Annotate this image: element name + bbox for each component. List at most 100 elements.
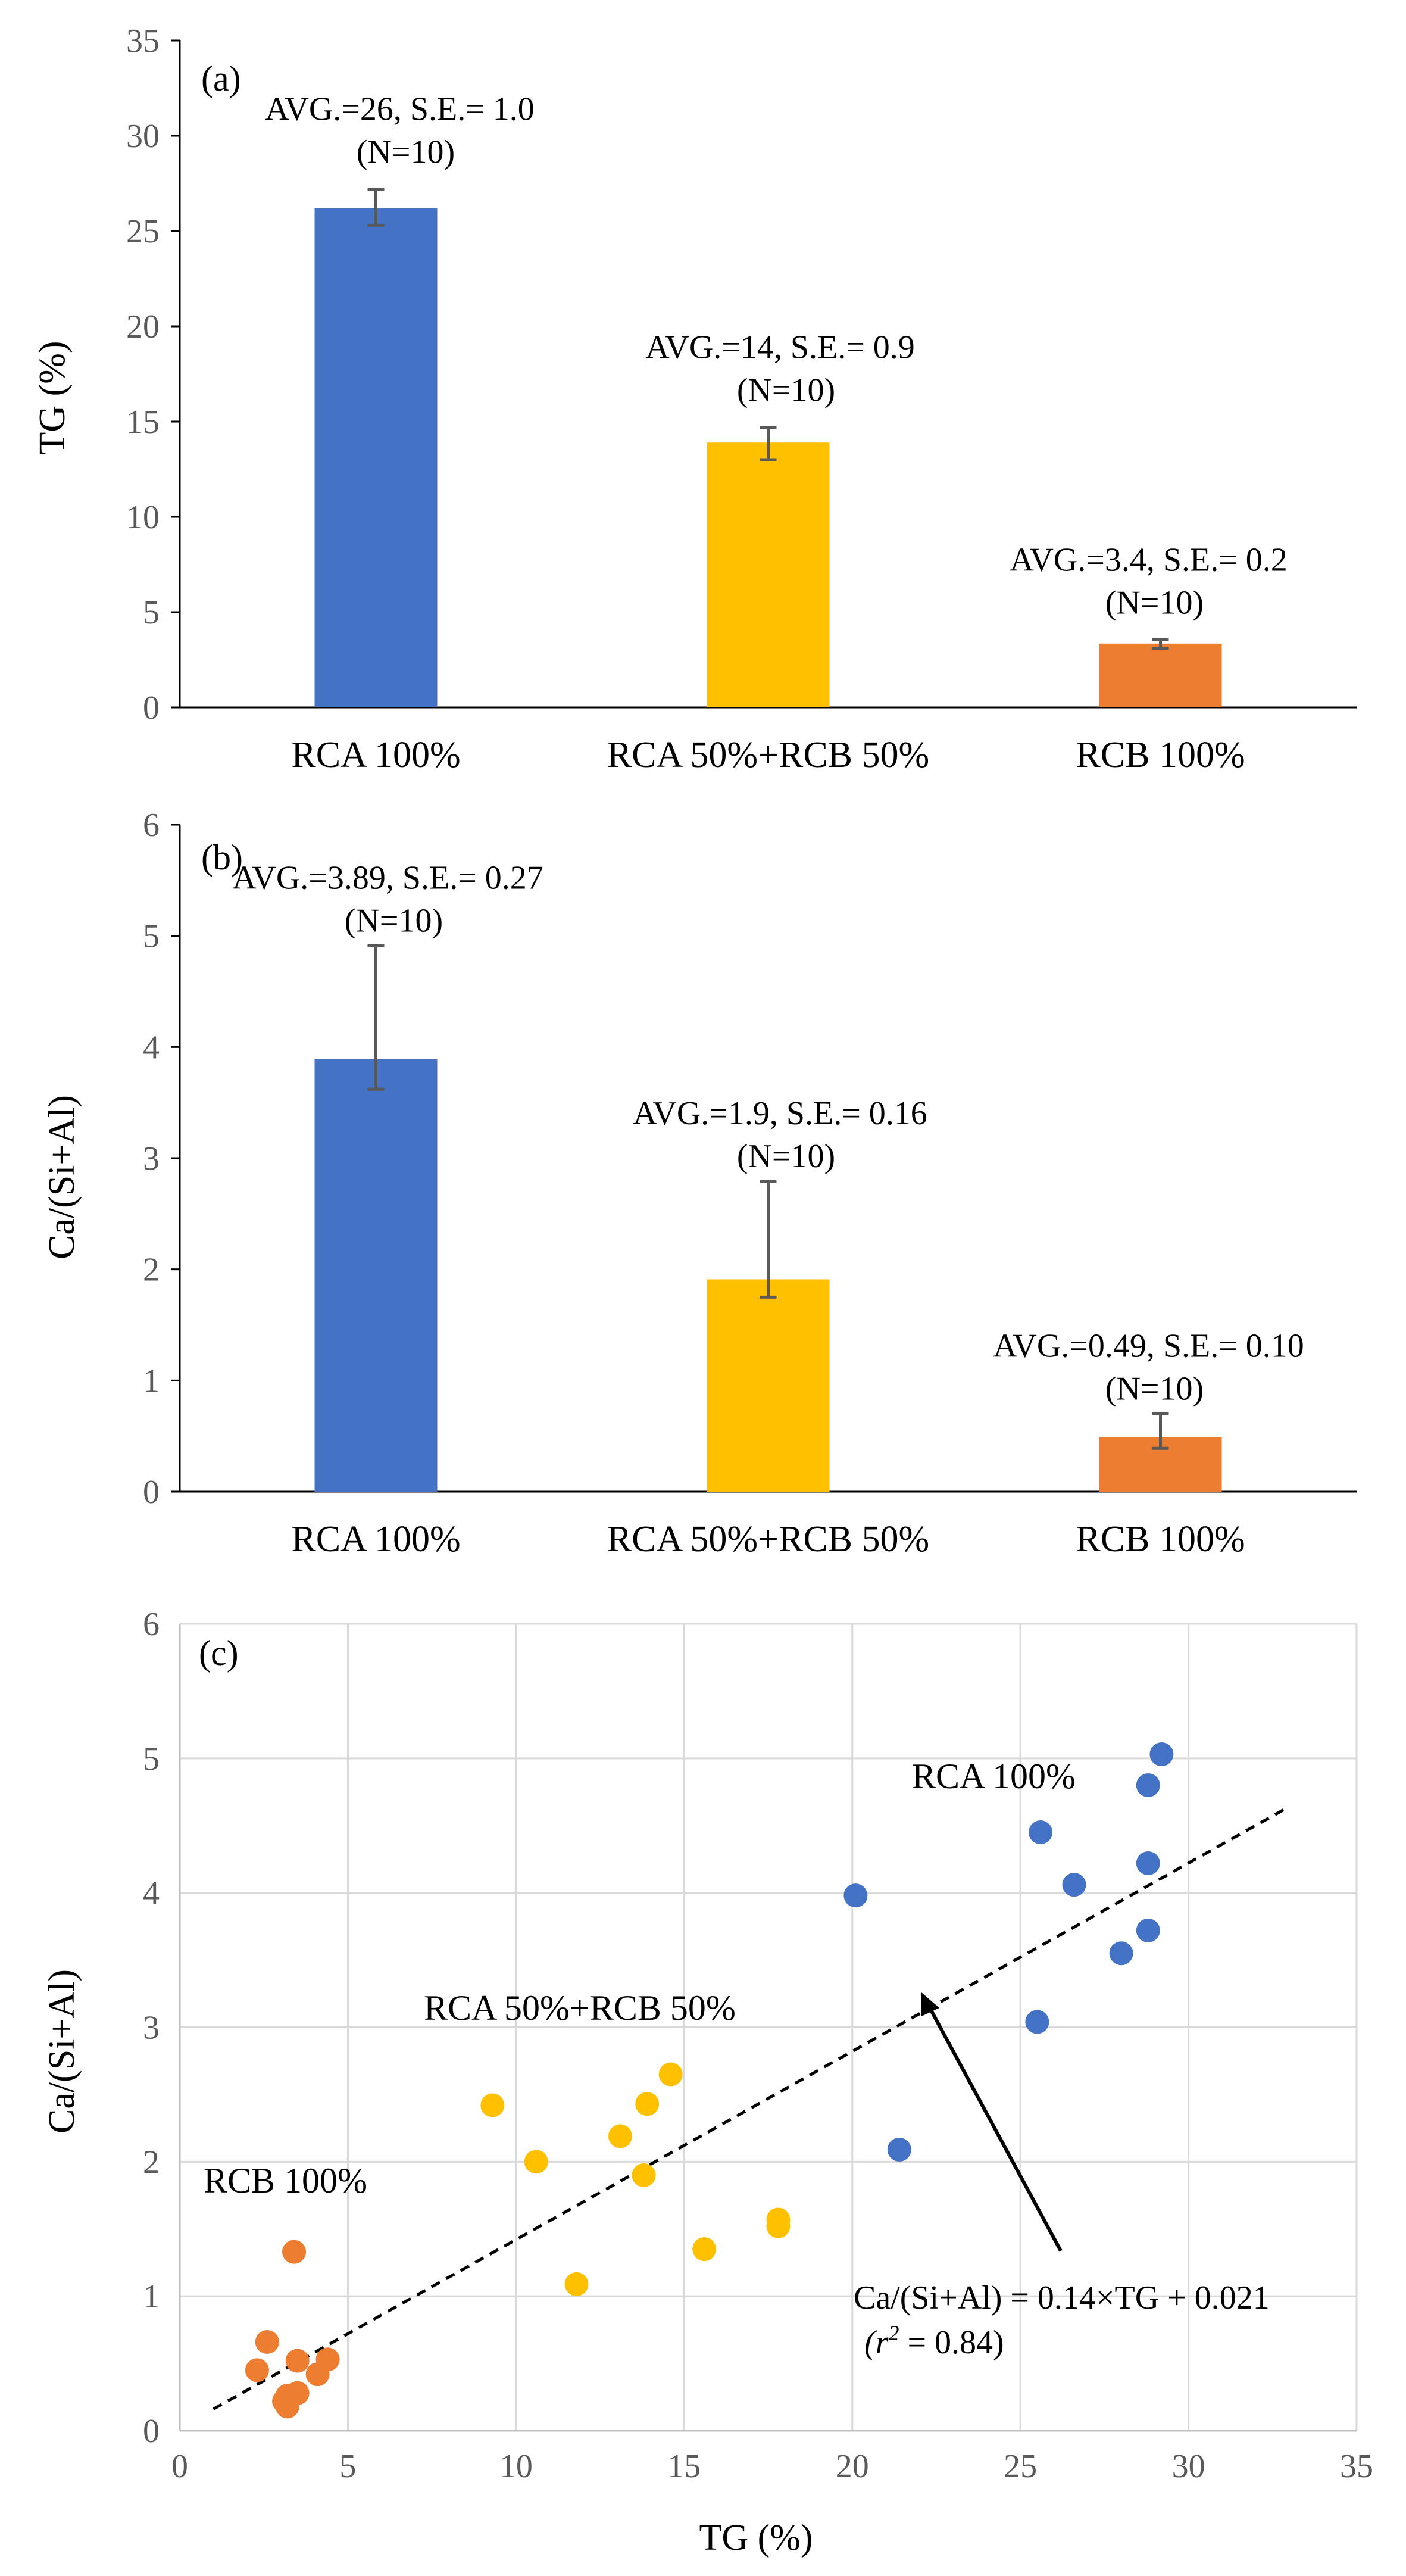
c-y-tick-label: 5 — [143, 1741, 160, 1777]
panel-a-y-axis-label: TG (%) — [32, 341, 73, 454]
b-y-tick-label: 3 — [143, 1140, 160, 1177]
scatter-point-series-3 — [282, 2240, 307, 2264]
a-bar — [1099, 643, 1222, 707]
a-category-label: RCA 100% — [291, 735, 460, 775]
r-squared-exponent: 2 — [888, 2321, 899, 2345]
b-y-tick-label: 5 — [143, 918, 160, 955]
scatter-point-series-1 — [887, 2138, 911, 2162]
panel-b-ratio-bar-chart: Ca/(Si+Al) (b) 0 1 2 3 4 5 6 AVG.=3.89, S.E.= … — [42, 807, 1357, 1560]
b-y-tick-label: 1 — [143, 1362, 160, 1399]
b-y-tick-label: 6 — [143, 807, 160, 844]
a-annotation-n: (N=10) — [1105, 584, 1204, 621]
series-label-rca-50-rcb-50: RCA 50%+RCB 50% — [424, 1988, 736, 2028]
scatter-point-series-3 — [255, 2329, 279, 2354]
scatter-point-series-1 — [1136, 1773, 1160, 1797]
trendline-r-squared: (r2 = 0.84) — [864, 2321, 1004, 2361]
a-y-tick-label: 30 — [126, 118, 160, 155]
b-y-tick-label: 4 — [143, 1029, 160, 1066]
b-category-label: RCB 100% — [1076, 1519, 1245, 1560]
scatter-point-series-3 — [305, 2362, 330, 2387]
a-bar — [707, 442, 830, 707]
scatter-point-series-3 — [285, 2349, 310, 2373]
panel-c-scatter-chart: Ca/(Si+Al) TG (%) (c) 0 5 10 15 20 25 30 350123… — [42, 1606, 1373, 2558]
b-annotation-n: (N=10) — [737, 1138, 835, 1175]
b-annotation-stats: AVG.=3.89, S.E.= 0.27 — [232, 859, 543, 896]
scatter-point-series-1 — [1109, 1941, 1133, 1966]
scatter-point-series-2 — [635, 2092, 660, 2116]
b-y-tick-label: 2 — [143, 1252, 160, 1289]
a-category-label: RCA 50%+RCB 50% — [607, 735, 929, 775]
scatter-point-series-3 — [245, 2358, 269, 2382]
r-squared-prefix: (r — [864, 2324, 889, 2361]
equation-arrow-head — [921, 1992, 939, 2016]
a-annotation-n: (N=10) — [357, 134, 455, 171]
series-label-rca-100: RCA 100% — [912, 1757, 1076, 1796]
c-x-tick-label: 0 — [171, 2448, 188, 2485]
c-x-tick-label: 30 — [1172, 2448, 1205, 2485]
c-y-tick-label: 0 — [143, 2413, 160, 2450]
a-y-tick-label: 25 — [126, 213, 160, 250]
series-label-rcb-100: RCB 100% — [204, 2161, 367, 2200]
panel-b-label: (b) — [201, 838, 243, 877]
c-x-tick-label: 5 — [339, 2448, 356, 2485]
c-x-tick-label: 20 — [836, 2448, 869, 2485]
c-y-tick-label: 6 — [143, 1606, 160, 1643]
scatter-point-series-2 — [658, 2062, 683, 2087]
r-squared-suffix: = 0.84) — [899, 2324, 1004, 2361]
a-y-tick-label: 20 — [126, 308, 160, 345]
panel-c-label: (c) — [199, 1633, 239, 1673]
scatter-point-series-1 — [1136, 1851, 1160, 1875]
b-annotation-n: (N=10) — [345, 902, 443, 939]
c-x-tick-label: 10 — [499, 2448, 533, 2485]
c-x-tick-label: 15 — [667, 2448, 701, 2485]
a-y-tick-label: 15 — [126, 404, 160, 441]
c-x-tick-label: 25 — [1004, 2448, 1037, 2485]
scatter-point-series-2 — [632, 2163, 656, 2187]
a-annotation-stats: AVG.=3.4, S.E.= 0.2 — [1010, 541, 1288, 578]
scatter-point-series-1 — [1149, 1742, 1174, 1767]
b-category-label: RCA 100% — [291, 1519, 460, 1560]
a-annotation-stats: AVG.=14, S.E.= 0.9 — [645, 329, 915, 366]
a-bar — [314, 208, 438, 708]
c-y-tick-label: 1 — [143, 2278, 160, 2315]
a-category-label: RCB 100% — [1076, 735, 1245, 775]
scatter-point-series-1 — [843, 1883, 868, 1908]
scatter-point-series-1 — [1029, 1820, 1053, 1845]
panel-c-x-axis-label: TG (%) — [699, 2518, 813, 2558]
c-y-tick-label: 2 — [143, 2144, 160, 2181]
scatter-point-series-2 — [766, 2214, 791, 2238]
a-y-tick-label: 5 — [143, 594, 160, 631]
c-y-tick-label: 4 — [143, 1875, 160, 1912]
b-bar — [314, 1059, 438, 1492]
scatter-point-series-2 — [524, 2150, 548, 2174]
scatter-point-series-2 — [692, 2237, 717, 2262]
c-y-tick-label: 3 — [143, 2010, 160, 2047]
b-annotation-stats: AVG.=1.9, S.E.= 0.16 — [633, 1095, 927, 1132]
b-category-label: RCA 50%+RCB 50% — [607, 1519, 929, 1560]
scatter-point-series-1 — [1062, 1873, 1086, 1897]
trendline — [213, 1805, 1291, 2410]
a-y-tick-label: 10 — [126, 499, 160, 536]
b-annotation-stats: AVG.=0.49, S.E.= 0.10 — [993, 1327, 1304, 1364]
scatter-point-series-1 — [1025, 2010, 1049, 2034]
equation-arrow-shaft — [928, 2007, 1063, 2252]
b-y-tick-label: 0 — [143, 1474, 160, 1511]
a-annotation-stats: AVG.=26, S.E.= 1.0 — [265, 91, 535, 128]
panel-a-label: (a) — [201, 59, 241, 98]
a-y-tick-label: 35 — [126, 23, 160, 60]
b-annotation-n: (N=10) — [1105, 1370, 1204, 1407]
scatter-point-series-2 — [480, 2093, 505, 2117]
scatter-point-series-3 — [272, 2389, 296, 2413]
scatter-point-series-2 — [564, 2272, 589, 2296]
panel-b-y-axis-label: Ca/(Si+Al) — [42, 1095, 82, 1259]
c-x-tick-label: 35 — [1340, 2448, 1373, 2485]
panel-c-y-axis-label: Ca/(Si+Al) — [42, 1969, 82, 2134]
scatter-point-series-1 — [1136, 1918, 1160, 1942]
a-annotation-n: (N=10) — [737, 372, 835, 409]
panel-a-tg-bar-chart: TG (%) (a) 0 5 10 15 20 25 30 35 AVG.=26, S.E.=… — [32, 23, 1357, 775]
trendline-equation: Ca/(Si+Al) = 0.14×TG + 0.021 — [854, 2279, 1270, 2316]
scatter-point-series-2 — [608, 2124, 632, 2148]
b-bar — [707, 1279, 830, 1492]
a-y-tick-label: 0 — [143, 690, 160, 726]
